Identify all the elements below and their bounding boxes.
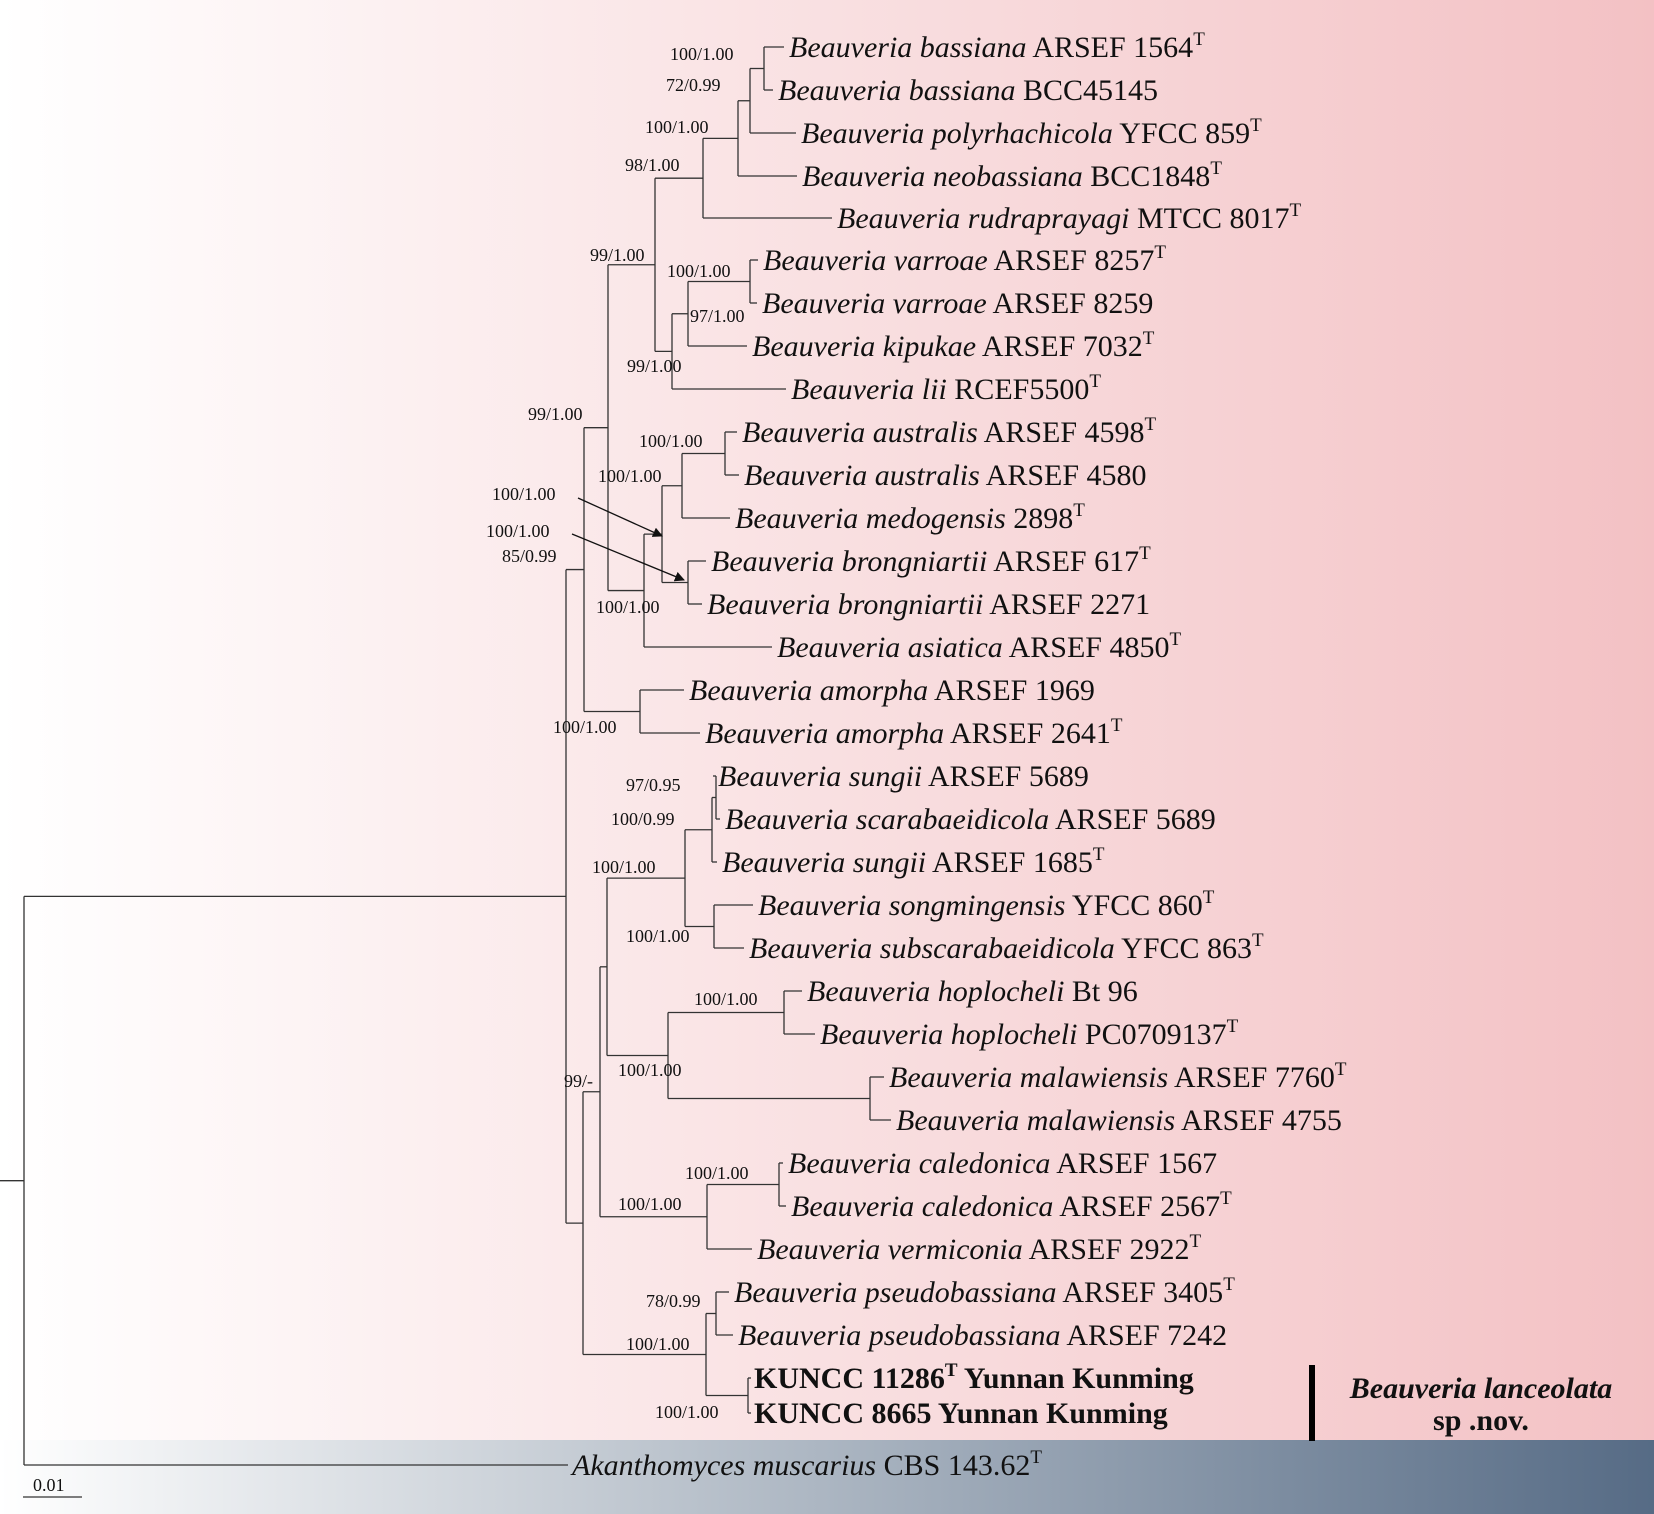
tree-branches <box>0 46 891 1466</box>
ingroup-background-band <box>0 0 1654 1440</box>
support-value: 99/- <box>564 1071 593 1091</box>
taxon-label: Beauveria varroae ARSEF 8257T <box>763 242 1166 277</box>
support-value: 72/0.99 <box>666 75 721 95</box>
support-value: 100/1.00 <box>645 117 709 137</box>
taxon-label: Beauveria brongniartii ARSEF 2271 <box>707 588 1150 621</box>
taxon-label: Beauveria amorpha ARSEF 2641T <box>705 715 1123 750</box>
taxon-labels: Beauveria bassiana ARSEF 1564T Beauveria … <box>570 29 1347 1482</box>
new-species-name: Beauveria lanceolata <box>1349 1372 1612 1405</box>
taxon-label: Beauveria malawiensis ARSEF 7760T <box>889 1059 1347 1094</box>
taxon-label: Beauveria malawiensis ARSEF 4755 <box>896 1104 1342 1137</box>
taxon-label: Beauveria australis ARSEF 4580 <box>744 459 1147 492</box>
taxon-label: Beauveria bassiana BCC45145 <box>778 74 1158 107</box>
support-value: 100/1.00 <box>618 1060 682 1080</box>
support-value: 97/0.95 <box>626 775 681 795</box>
taxon-label: Beauveria bassiana ARSEF 1564T <box>789 29 1205 64</box>
support-values: 100/1.00 72/0.99 100/1.00 98/1.00 99/1.00 100… <box>486 44 758 1422</box>
taxon-label: Beauveria hoplocheli PC0709137T <box>820 1016 1239 1051</box>
support-value: 100/1.00 <box>486 521 550 541</box>
support-arrow-2 <box>571 533 685 582</box>
support-value: 99/1.00 <box>627 356 682 376</box>
support-value: 100/1.00 <box>618 1194 682 1214</box>
support-value: 100/1.00 <box>655 1402 719 1422</box>
support-value: 85/0.99 <box>502 546 557 566</box>
taxon-label: Beauveria sungii ARSEF 5689 <box>718 760 1089 793</box>
scale-bar-label: 0.01 <box>33 1475 65 1495</box>
support-value: 100/1.00 <box>694 989 758 1009</box>
support-value: 97/1.00 <box>690 306 745 326</box>
support-value: 100/1.00 <box>598 466 662 486</box>
outgroup-background-band <box>0 1440 1654 1514</box>
taxon-label: Beauveria varroae ARSEF 8259 <box>762 287 1153 320</box>
taxon-label: Beauveria caledonica ARSEF 1567 <box>788 1147 1217 1180</box>
support-value: 100/1.00 <box>592 857 656 877</box>
taxon-label: Beauveria amorpha ARSEF 1969 <box>689 674 1095 707</box>
taxon-label: Beauveria vermiconia ARSEF 2922T <box>757 1231 1201 1266</box>
new-isolate-label: KUNCC 8665 Yunnan Kunming <box>754 1397 1168 1430</box>
outgroup-label: Akanthomyces muscarius CBS 143.62T <box>570 1447 1042 1482</box>
taxon-label: Beauveria brongniartii ARSEF 617T <box>711 543 1151 578</box>
support-value: 100/1.00 <box>667 261 731 281</box>
support-value: 100/1.00 <box>626 926 690 946</box>
support-value: 100/1.00 <box>685 1163 749 1183</box>
taxon-label: Beauveria rudraprayagi MTCC 8017T <box>837 200 1302 235</box>
support-value: 98/1.00 <box>625 155 680 175</box>
taxon-label: Beauveria hoplocheli Bt 96 <box>807 975 1138 1008</box>
support-value: 99/1.00 <box>590 245 645 265</box>
taxon-label: Beauveria caledonica ARSEF 2567T <box>791 1188 1232 1223</box>
taxon-label: Beauveria lii RCEF5500T <box>791 371 1101 406</box>
taxon-label: Beauveria pseudobassiana ARSEF 7242 <box>738 1319 1227 1352</box>
support-value: 100/1.00 <box>492 484 556 504</box>
taxon-label: Beauveria neobassiana BCC1848T <box>802 158 1222 193</box>
taxon-label: Beauveria medogensis 2898T <box>735 500 1085 535</box>
taxon-label: Beauveria kipukae ARSEF 7032T <box>752 328 1155 363</box>
new-species-status: sp .nov. <box>1433 1404 1529 1437</box>
support-value: 100/1.00 <box>553 717 617 737</box>
support-value: 100/1.00 <box>639 431 703 451</box>
support-value: 100/1.00 <box>670 44 734 64</box>
taxon-label: Beauveria asiatica ARSEF 4850T <box>777 629 1182 664</box>
taxon-label: Beauveria subscarabaeidicola YFCC 863T <box>749 930 1264 965</box>
support-value: 99/1.00 <box>528 404 583 424</box>
support-arrow-1 <box>577 497 663 537</box>
new-isolate-label: KUNCC 11286T Yunnan Kunming <box>754 1360 1194 1395</box>
taxon-label: Beauveria songmingensis YFCC 860T <box>758 887 1215 922</box>
support-value: 78/0.99 <box>646 1291 701 1311</box>
support-value: 100/0.99 <box>611 809 675 829</box>
taxon-label: Beauveria sungii ARSEF 1685T <box>722 844 1105 879</box>
taxon-label: Beauveria scarabaeidicola ARSEF 5689 <box>725 803 1216 836</box>
taxon-label: Beauveria australis ARSEF 4598T <box>742 414 1157 449</box>
support-value: 100/1.00 <box>596 597 660 617</box>
taxon-label: Beauveria pseudobassiana ARSEF 3405T <box>734 1274 1235 1309</box>
taxon-label: Beauveria polyrhachicola YFCC 859T <box>801 115 1262 150</box>
support-value: 100/1.00 <box>626 1334 690 1354</box>
